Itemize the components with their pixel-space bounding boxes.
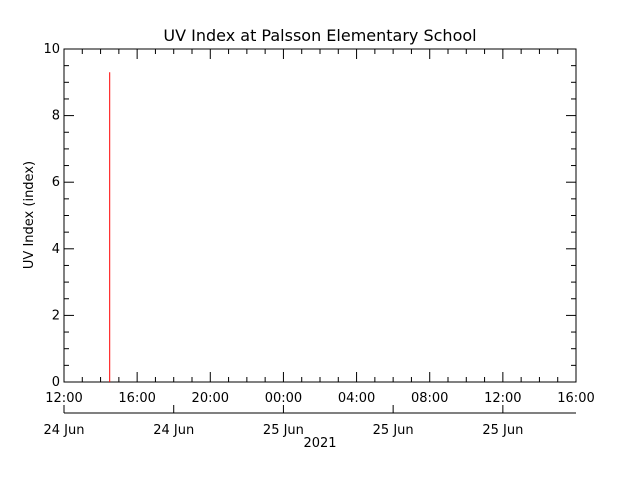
x-tick-label: 12:00 [45, 391, 82, 406]
date-tick-label: 25 Jun [373, 423, 414, 438]
x-axis-date: 24 Jun 24 Jun 25 Jun 25 Jun 25 Jun [44, 405, 576, 438]
plot-frame [63, 48, 577, 383]
y-tick-label: 2 [52, 308, 60, 323]
date-tick-label: 25 Jun [482, 423, 523, 438]
chart-title: UV Index at Palsson Elementary School [163, 26, 476, 45]
date-tick-label: 25 Jun [263, 423, 304, 438]
y-axis-label: UV Index (index) [22, 161, 37, 269]
date-tick-label: 24 Jun [44, 423, 85, 438]
x-tick-label: 12:00 [484, 391, 521, 406]
y-tick-label: 0 [52, 375, 60, 390]
x-tick-label: 08:00 [411, 391, 448, 406]
y-tick-label: 10 [43, 42, 60, 57]
y-tick-label: 8 [52, 109, 60, 124]
y-tick-label: 4 [52, 242, 60, 257]
x-tick-label: 04:00 [338, 391, 375, 406]
x-tick-label: 00:00 [265, 391, 302, 406]
y-axis: 0 2 4 6 8 10 [43, 42, 576, 390]
x-axis-year-label: 2021 [303, 436, 336, 451]
x-tick-label: 20:00 [192, 391, 229, 406]
y-tick-label: 6 [52, 175, 60, 190]
x-axis-time: 12:00 16:00 20:00 00:00 04:00 08:00 12:00 16:00 [45, 49, 595, 406]
date-tick-label: 24 Jun [153, 423, 194, 438]
x-tick-label: 16:00 [118, 391, 155, 406]
x-tick-label: 16:00 [557, 391, 594, 406]
